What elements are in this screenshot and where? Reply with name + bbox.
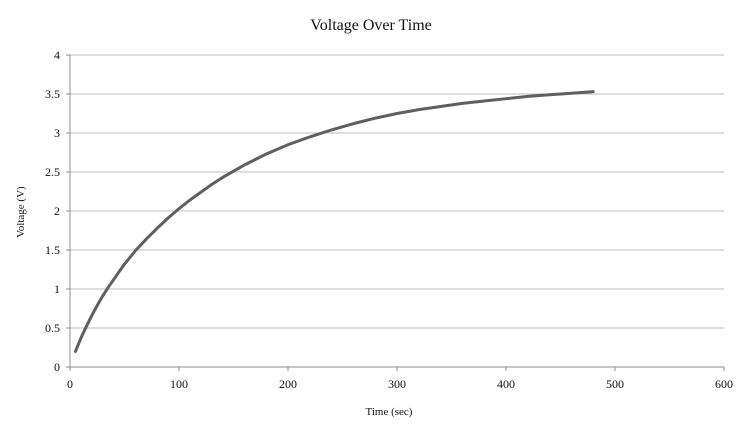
y-tick-label: 2: [54, 204, 60, 218]
axis-layer: [66, 54, 725, 371]
x-tick-label: 600: [715, 377, 733, 391]
grid-layer: [70, 54, 724, 368]
y-tick-label: 0.5: [45, 321, 60, 335]
series-layer: [73, 90, 595, 353]
y-tick-label: 1: [54, 282, 60, 296]
x-tick-label: 0: [67, 377, 73, 391]
y-axis-label: Voltage (V): [15, 186, 27, 238]
x-axis-label: Time (sec): [366, 406, 413, 418]
x-tick-label: 300: [388, 377, 406, 391]
chart-title: Voltage Over Time: [310, 17, 431, 34]
x-tick-label: 200: [279, 377, 297, 391]
y-tick-label: 3: [54, 126, 60, 140]
y-tick-label: 3.5: [45, 87, 60, 101]
x-tick-label: 400: [497, 377, 515, 391]
y-tick-label: 4: [54, 48, 60, 62]
y-tick-label: 1.5: [45, 243, 60, 257]
x-tick-label: 500: [606, 377, 624, 391]
y-tick-label: 2.5: [45, 165, 60, 179]
x-tick-label: 100: [170, 377, 188, 391]
y-tick-label: 0: [54, 360, 60, 374]
voltage-series-line: [73, 90, 595, 353]
ticks-layer: 0 0.5 1 1.5 2 2.5 3 3.5 4 0 100 200 300 400 500 600: [45, 48, 733, 391]
